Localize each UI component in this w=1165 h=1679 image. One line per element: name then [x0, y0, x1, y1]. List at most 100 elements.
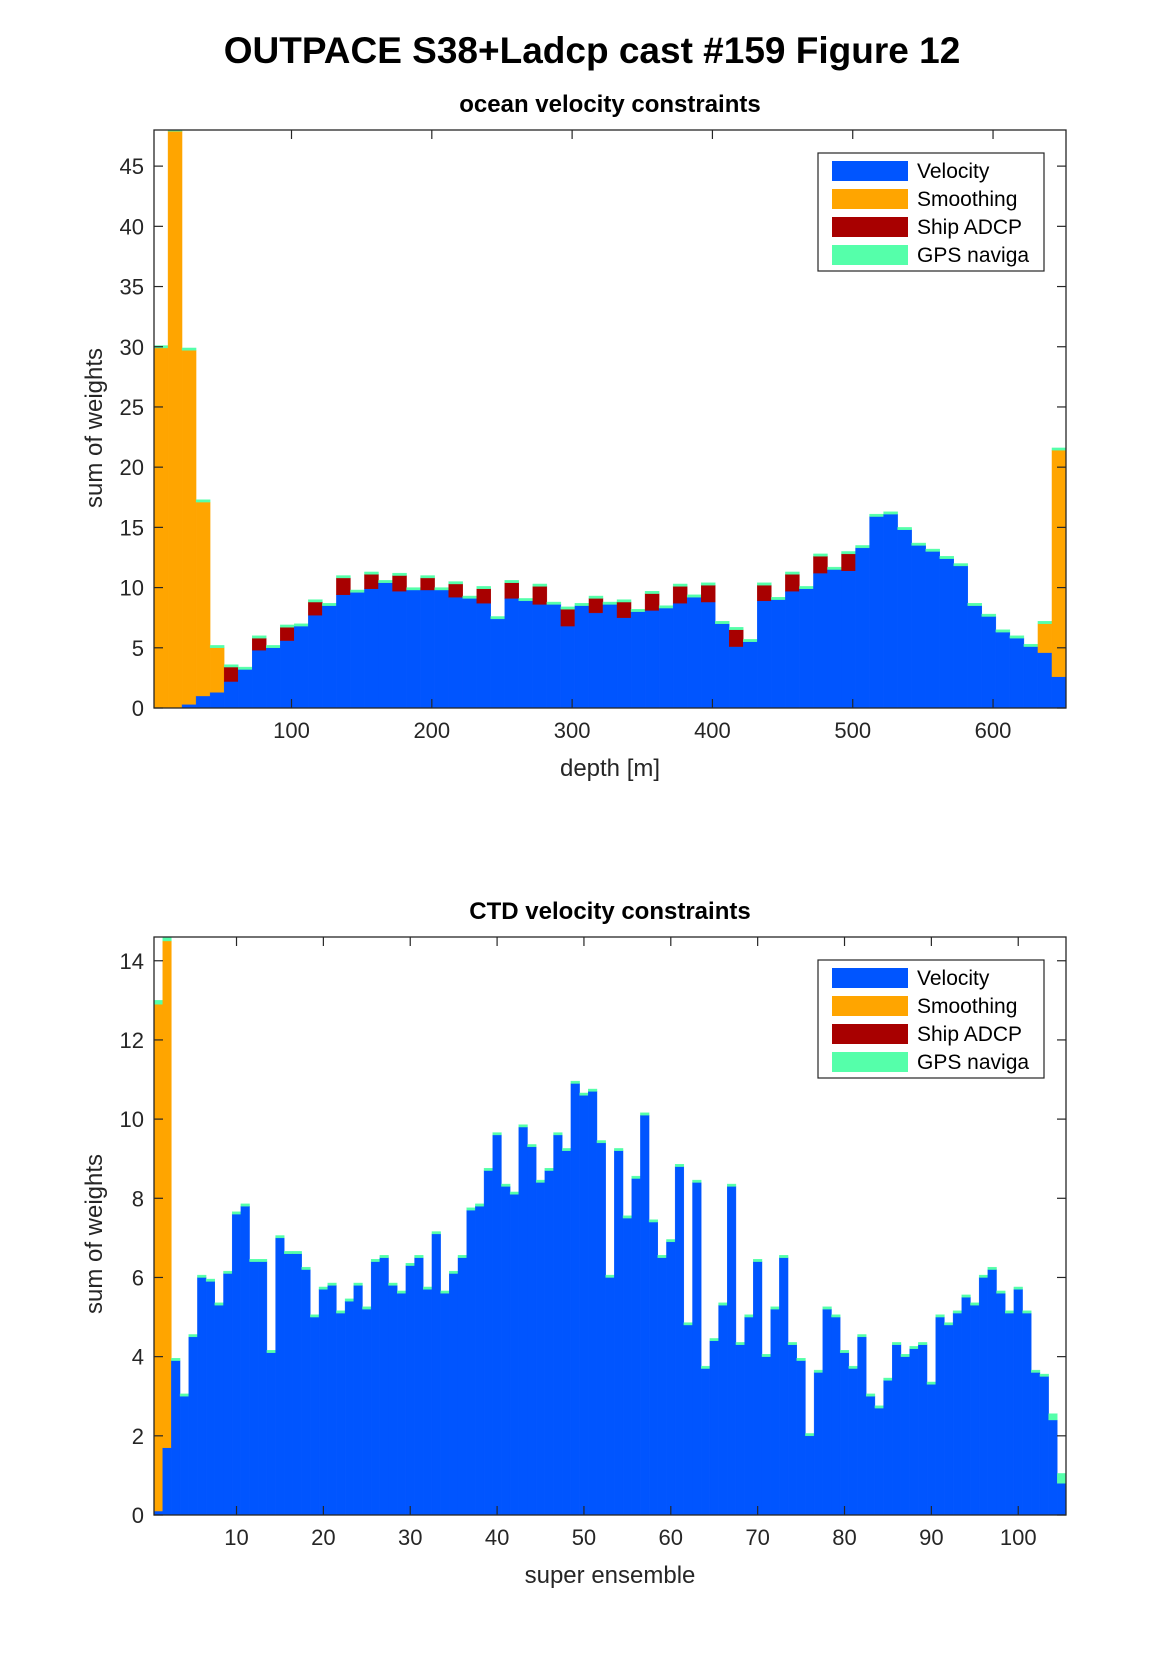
ocean-panel-title: ocean velocity constraints	[459, 91, 760, 118]
ctd-bar-velocity	[344, 1301, 354, 1515]
ctd-bar-velocity	[683, 1324, 693, 1515]
ocean-bar-velocity	[237, 669, 253, 708]
ocean-bar-gps	[574, 603, 590, 606]
ctd-bar-gps	[622, 1215, 632, 1219]
ctd-bar-velocity	[405, 1265, 415, 1515]
ocean-bar-gps	[841, 551, 856, 555]
ctd-bar-gps	[822, 1306, 832, 1310]
ocean-bar-velocity	[546, 604, 562, 708]
ocean-bar-velocity	[813, 572, 828, 708]
ctd-y-tick-label: 4	[132, 1345, 144, 1370]
ctd-bar-velocity	[866, 1396, 876, 1515]
ocean-x-tick-label: 200	[413, 718, 450, 743]
ocean-bar-ship-adcp	[644, 593, 660, 611]
ctd-bar-velocity	[883, 1380, 893, 1515]
ctd-bar-velocity	[266, 1352, 276, 1515]
ctd-bar-gps	[727, 1183, 737, 1187]
ocean-x-tick-label: 300	[554, 718, 591, 743]
ocean-bar-gps	[490, 616, 505, 620]
ocean-bar-velocity	[1051, 676, 1066, 708]
ctd-bar-velocity	[935, 1316, 945, 1515]
ctd-bar-gps	[683, 1322, 693, 1326]
ctd-bar-velocity	[431, 1233, 441, 1515]
ctd-bar-velocity	[952, 1312, 962, 1515]
ctd-velocity-panel: CTD velocity constraints 10 20 30 40 50 60 70 8…	[81, 898, 1067, 1589]
ocean-bar-gps	[462, 595, 477, 599]
ocean-bar-velocity	[841, 570, 856, 708]
ctd-bar-gps	[978, 1274, 989, 1278]
ctd-axes-frame	[153, 936, 1067, 1516]
ctd-bar-gps	[344, 1298, 354, 1302]
ctd-bar-gps	[1039, 1373, 1049, 1377]
ctd-bar-gps	[275, 1235, 285, 1239]
ctd-bar-gps	[518, 1124, 528, 1128]
ctd-bar-velocity	[978, 1277, 989, 1515]
ocean-bar-velocity	[462, 598, 477, 708]
ctd-bar-velocity	[562, 1150, 572, 1515]
ctd-bar-velocity	[388, 1285, 398, 1515]
ctd-bar-velocity	[188, 1336, 198, 1515]
ctd-bar-gps	[562, 1148, 572, 1151]
ctd-x-tick-label: 30	[398, 1525, 422, 1550]
ctd-bar-velocity	[492, 1134, 502, 1515]
ctd-bar-velocity	[839, 1352, 850, 1515]
ctd-bar-gps	[310, 1314, 320, 1318]
ctd-bar-gps	[970, 1302, 980, 1306]
ocean-bar-velocity	[925, 551, 940, 708]
ctd-bar-velocity	[779, 1257, 789, 1515]
ocean-bar-smoothing	[209, 647, 225, 693]
ctd-bar-gps	[709, 1338, 719, 1342]
ctd-bar-gps	[648, 1219, 658, 1223]
ctd-bar-velocity	[423, 1289, 433, 1515]
ocean-bar-ship-adcp	[560, 609, 576, 627]
ctd-bar-gps	[527, 1144, 537, 1148]
ocean-velocity-panel: ocean velocity constraints 100 200 300 400 5…	[81, 91, 1067, 782]
ctd-x-axis-label: super ensemble	[525, 1562, 696, 1589]
ocean-y-tick-label: 5	[132, 636, 144, 661]
ocean-bar-ship-adcp	[532, 586, 548, 605]
ocean-bar-gps	[995, 629, 1011, 633]
ocean-bar-velocity	[799, 588, 814, 708]
ocean-bar-gps	[616, 599, 632, 603]
ctd-bar-gps	[892, 1342, 902, 1345]
ocean-bar-ship-adcp	[672, 586, 688, 604]
ctd-bar-gps	[405, 1263, 415, 1266]
ctd-bar-gps	[631, 1175, 641, 1179]
ocean-plot-area: 100 200 300 400 500 600 0 5 10 15 20 25 30 35 40 45	[120, 129, 1067, 743]
ocean-legend-gps: GPS naviga	[917, 244, 1029, 267]
ctd-bar-gps	[579, 1092, 589, 1096]
ctd-bar-velocity	[179, 1396, 189, 1515]
ctd-bar-velocity	[926, 1384, 936, 1515]
ocean-bar-ship-adcp	[504, 582, 519, 599]
ctd-legend-swatch-smoothing	[832, 996, 908, 1016]
ocean-bar-ship-adcp	[729, 629, 744, 647]
ocean-bar-gps	[855, 545, 870, 549]
ocean-bar-gps	[883, 511, 898, 515]
ctd-bar-gps	[848, 1365, 858, 1369]
ctd-bar-gps	[961, 1294, 971, 1298]
ocean-bar-ship-adcp	[448, 583, 463, 598]
ctd-plot-area: 10 20 30 40 50 60 70 80 90 100 0 2 4 6 8 10 12 14	[120, 936, 1067, 1550]
ctd-bar-gps	[952, 1310, 962, 1314]
ctd-bar-gps	[666, 1239, 676, 1243]
ctd-bar-velocity	[475, 1206, 485, 1515]
ctd-bar-velocity	[205, 1281, 216, 1515]
ctd-bar-gps	[839, 1350, 850, 1353]
ctd-bar-gps	[544, 1167, 554, 1171]
ctd-bar-gps	[805, 1433, 815, 1437]
ocean-x-tick-label: 100	[273, 718, 310, 743]
ocean-legend-velocity: Velocity	[917, 160, 990, 183]
ocean-bar-smoothing	[181, 350, 197, 705]
ctd-bar-velocity	[275, 1237, 285, 1515]
ctd-bar-velocity	[570, 1083, 580, 1515]
ocean-bar-ship-adcp	[336, 577, 351, 596]
ctd-bar-gps	[570, 1080, 580, 1084]
ocean-bar-velocity	[771, 599, 786, 708]
ocean-bar-smoothing	[195, 501, 211, 697]
ctd-bar-gps	[258, 1259, 268, 1262]
ocean-y-tick-label: 25	[120, 395, 144, 420]
ctd-y-tick-label: 2	[132, 1424, 144, 1449]
ctd-bar-velocity	[483, 1170, 493, 1515]
ctd-bar-gps	[240, 1203, 250, 1207]
ctd-bar-velocity	[622, 1217, 632, 1515]
